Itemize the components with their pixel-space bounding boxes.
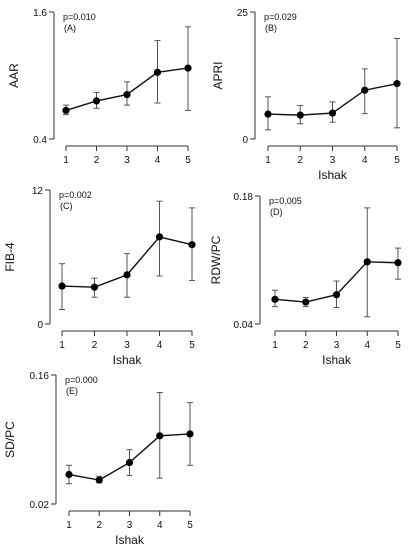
data-point: [271, 295, 279, 303]
x-tick-label: 4: [155, 155, 161, 166]
x-tick-label: 5: [395, 340, 401, 351]
data-point: [264, 110, 272, 118]
data-point: [186, 430, 194, 438]
x-tick-label: 1: [59, 340, 65, 351]
panel-label: (A): [64, 23, 76, 33]
y-axis-title: APRI: [211, 61, 225, 89]
x-tick-label: 4: [157, 520, 163, 531]
x-tick-label: 1: [63, 155, 69, 166]
y-tick-label: 0.18: [234, 192, 254, 203]
data-point: [90, 283, 99, 291]
data-point: [125, 458, 134, 467]
x-tick-label: 2: [92, 340, 98, 351]
x-tick-label: 4: [362, 155, 368, 166]
data-point: [58, 282, 66, 290]
data-point: [361, 86, 369, 94]
x-tick-label: 5: [189, 340, 195, 351]
x-axis-title: Ishak: [318, 168, 348, 182]
p-value-label: p=0.010: [63, 12, 96, 22]
y-axis-title: AAR: [7, 63, 21, 88]
x-axis-title: Ishak: [113, 353, 143, 367]
y-axis-title: FIB-4: [3, 242, 17, 272]
y-axis-title: SD/PC: [3, 421, 17, 458]
data-point: [363, 258, 371, 266]
x-tick-label: 1: [265, 155, 271, 166]
x-tick-label: 3: [124, 340, 130, 351]
data-point: [123, 271, 131, 279]
x-tick-label: 4: [364, 340, 370, 351]
x-tick-label: 4: [157, 340, 163, 351]
data-point: [328, 109, 337, 117]
data-point: [155, 233, 164, 241]
y-tick-label: 0.4: [33, 135, 47, 146]
data-point: [188, 241, 196, 249]
x-tick-label: 3: [334, 340, 340, 351]
y-tick-label: 0.04: [234, 320, 254, 331]
x-axis-title: Ishak: [322, 353, 352, 367]
data-point: [394, 259, 402, 267]
x-tick-label: 1: [272, 340, 278, 351]
data-point: [153, 68, 162, 76]
chart-panel: 0.04 0.18 1 2 3 4 5 Ishak RDW/PC p=0.005(D): [209, 192, 402, 367]
data-point: [302, 298, 310, 306]
y-tick-label: 0.16: [30, 371, 50, 382]
x-tick-label: 5: [187, 520, 193, 531]
panel-label: (B): [265, 23, 277, 33]
panel-label: (D): [270, 207, 283, 217]
y-tick-label: 1.6: [33, 8, 47, 19]
data-point: [62, 106, 70, 115]
p-value-label: p=0.029: [264, 12, 297, 22]
data-point: [123, 90, 131, 99]
p-value-label: p=0.005: [269, 196, 302, 206]
x-axis-title: Ishak: [115, 533, 145, 547]
chart-panel: 0.4 1.6 1 2 3 4 5 AAR p=0.010(A): [7, 8, 192, 166]
x-tick-label: 2: [297, 155, 303, 166]
panel-label: (E): [66, 386, 78, 396]
x-tick-label: 3: [330, 155, 336, 166]
x-tick-label: 2: [303, 340, 309, 351]
x-tick-label: 2: [94, 155, 100, 166]
y-tick-label: 0.02: [30, 500, 50, 511]
data-point: [184, 64, 192, 72]
chart-panel: 0.02 0.16 1 2 3 4 5 Ishak SD/PC p=0.000(E): [3, 371, 194, 547]
x-tick-label: 1: [66, 520, 72, 531]
x-tick-label: 3: [127, 520, 133, 531]
data-point: [95, 476, 103, 484]
y-tick-label: 0: [242, 135, 248, 146]
panel-label: (C): [60, 201, 73, 211]
data-point: [332, 291, 341, 299]
x-tick-label: 5: [185, 155, 191, 166]
p-value-label: p=0.000: [65, 375, 98, 385]
x-tick-label: 3: [124, 155, 130, 166]
data-point: [156, 432, 164, 440]
y-tick-label: 25: [237, 8, 249, 19]
data-point: [393, 80, 401, 88]
x-tick-label: 5: [394, 155, 400, 166]
data-point: [296, 111, 304, 119]
y-tick-label: 12: [32, 186, 44, 197]
data-point: [92, 97, 101, 105]
y-tick-label: 0: [37, 320, 43, 331]
y-axis-title: RDW/PC: [209, 235, 223, 284]
x-tick-label: 2: [96, 520, 102, 531]
p-value-label: p=0.002: [59, 190, 92, 200]
data-point: [65, 470, 73, 479]
chart-panel: 0 25 1 2 3 4 5 Ishak APRI p=0.029(B): [211, 8, 401, 182]
